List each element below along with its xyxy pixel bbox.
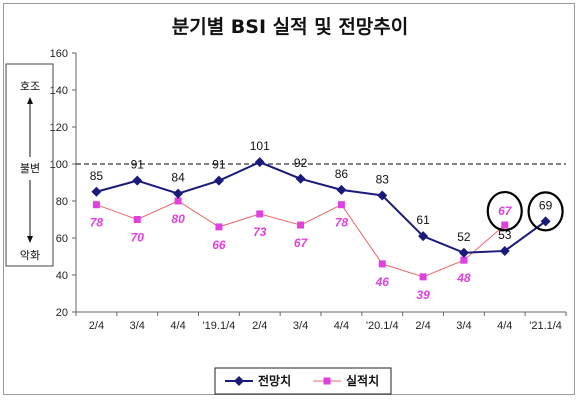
forecast-point bbox=[418, 231, 429, 242]
x-tick-label: 3/4 bbox=[293, 320, 308, 332]
actual-data-label: 39 bbox=[416, 288, 430, 302]
x-tick-label: 2/4 bbox=[252, 320, 267, 332]
side-label-top: 호조 bbox=[20, 80, 40, 93]
y-tick-label: 140 bbox=[50, 85, 68, 97]
actual-point bbox=[256, 210, 264, 218]
actual-point bbox=[378, 260, 386, 268]
forecast-point bbox=[91, 186, 102, 197]
forecast-point bbox=[499, 245, 510, 256]
x-tick-label: 4/4 bbox=[334, 320, 349, 332]
forecast-point bbox=[213, 175, 224, 186]
forecast-data-label: 91 bbox=[212, 158, 226, 172]
legend-actual-label: 실적치 bbox=[346, 373, 379, 388]
actual-data-label: 78 bbox=[335, 216, 349, 230]
forecast-point bbox=[336, 184, 347, 195]
y-tick-label: 60 bbox=[56, 233, 68, 245]
actual-data-label: 73 bbox=[253, 225, 267, 239]
highlight-circle bbox=[486, 190, 523, 232]
actual-point bbox=[133, 216, 141, 223]
x-tick-label: 2/4 bbox=[89, 320, 104, 332]
y-tick-label: 160 bbox=[50, 48, 68, 60]
actual-data-label: 46 bbox=[375, 275, 390, 289]
x-tick-label: 3/4 bbox=[130, 320, 145, 332]
x-tick-label: '19.1/4 bbox=[203, 320, 236, 332]
forecast-point bbox=[377, 190, 388, 201]
actual-data-label: 48 bbox=[456, 271, 471, 285]
chart-title: 분기별 BSI 실적 및 전망추이 bbox=[172, 16, 409, 38]
actual-point bbox=[337, 201, 345, 209]
forecast-data-label: 69 bbox=[539, 198, 553, 212]
side-label-box bbox=[5, 63, 54, 267]
down-arrow-icon bbox=[27, 236, 33, 243]
chart-frame bbox=[3, 3, 575, 395]
actual-point bbox=[174, 197, 182, 205]
actual-data-label: 67 bbox=[498, 204, 513, 218]
forecast-data-label: 84 bbox=[171, 171, 185, 185]
forecast-series-line bbox=[96, 161, 547, 254]
actual-data-label: 78 bbox=[90, 216, 104, 230]
actual-point bbox=[419, 273, 427, 281]
forecast-data-label: 61 bbox=[416, 213, 430, 227]
forecast-point bbox=[458, 247, 469, 258]
y-tick-label: 40 bbox=[56, 270, 68, 282]
actual-data-label: 80 bbox=[171, 212, 185, 226]
forecast-point bbox=[254, 157, 265, 168]
up-arrow-icon bbox=[27, 97, 33, 104]
forecast-data-label: 101 bbox=[250, 139, 270, 153]
y-tick-label: 80 bbox=[56, 196, 68, 208]
actual-data-label: 66 bbox=[212, 238, 226, 252]
side-label-bottom: 악화 bbox=[20, 249, 40, 262]
forecast-data-label: 86 bbox=[335, 167, 349, 181]
forecast-data-label: 83 bbox=[376, 172, 390, 186]
actual-point bbox=[460, 256, 468, 264]
forecast-point bbox=[540, 216, 551, 227]
actual-point bbox=[215, 223, 223, 231]
legend-forecast-label: 전망치 bbox=[258, 373, 291, 388]
y-tick-label: 100 bbox=[50, 159, 68, 171]
legend-actual-marker bbox=[323, 377, 331, 385]
actual-data-label: 70 bbox=[131, 231, 145, 245]
forecast-point bbox=[173, 188, 184, 199]
forecast-point bbox=[132, 175, 143, 186]
x-tick-label: 2/4 bbox=[415, 320, 430, 332]
legend-forecast-marker bbox=[234, 376, 244, 386]
actual-point bbox=[501, 221, 509, 229]
x-tick-label: 3/4 bbox=[456, 320, 471, 332]
forecast-data-label: 85 bbox=[90, 169, 104, 183]
forecast-point bbox=[295, 173, 306, 184]
side-label-middle: 불변 bbox=[20, 162, 40, 175]
forecast-data-label: 91 bbox=[131, 158, 145, 172]
actual-point bbox=[297, 221, 305, 229]
actual-point bbox=[92, 201, 100, 209]
x-tick-label: 4/4 bbox=[170, 320, 185, 332]
highlight-circle bbox=[527, 191, 564, 232]
y-tick-label: 120 bbox=[50, 122, 68, 134]
actual-data-label: 67 bbox=[294, 236, 309, 250]
y-tick-label: 20 bbox=[56, 307, 68, 319]
x-tick-label: '20.1/4 bbox=[366, 320, 399, 332]
forecast-data-label: 52 bbox=[457, 230, 471, 244]
x-tick-label: '21.1/4 bbox=[529, 320, 562, 332]
forecast-data-label: 92 bbox=[294, 156, 308, 170]
x-tick-label: 4/4 bbox=[497, 320, 512, 332]
forecast-data-label: 53 bbox=[498, 228, 512, 242]
